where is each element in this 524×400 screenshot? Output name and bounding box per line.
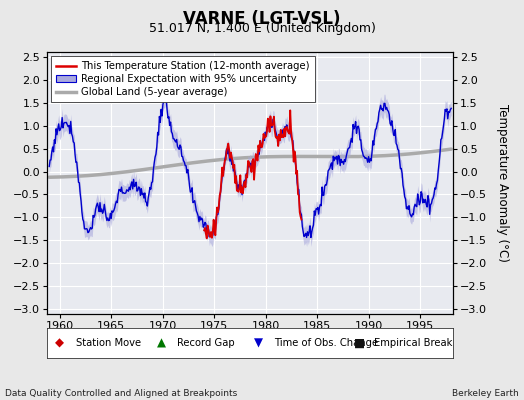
Text: Empirical Break: Empirical Break	[374, 338, 452, 348]
Text: ■: ■	[354, 336, 365, 350]
Text: Station Move: Station Move	[75, 338, 141, 348]
Text: Berkeley Earth: Berkeley Earth	[452, 389, 519, 398]
Text: Data Quality Controlled and Aligned at Breakpoints: Data Quality Controlled and Aligned at B…	[5, 389, 237, 398]
Text: 51.017 N, 1.400 E (United Kingdom): 51.017 N, 1.400 E (United Kingdom)	[149, 22, 375, 35]
Y-axis label: Temperature Anomaly (°C): Temperature Anomaly (°C)	[496, 104, 509, 262]
Text: Record Gap: Record Gap	[177, 338, 235, 348]
Legend: This Temperature Station (12-month average), Regional Expectation with 95% uncer: This Temperature Station (12-month avera…	[51, 56, 314, 102]
Text: ▼: ▼	[254, 336, 263, 350]
Text: VARNE (LGT-VSL): VARNE (LGT-VSL)	[183, 10, 341, 28]
Text: ▲: ▲	[157, 336, 166, 350]
Text: Time of Obs. Change: Time of Obs. Change	[275, 338, 379, 348]
Text: ◆: ◆	[55, 336, 64, 350]
